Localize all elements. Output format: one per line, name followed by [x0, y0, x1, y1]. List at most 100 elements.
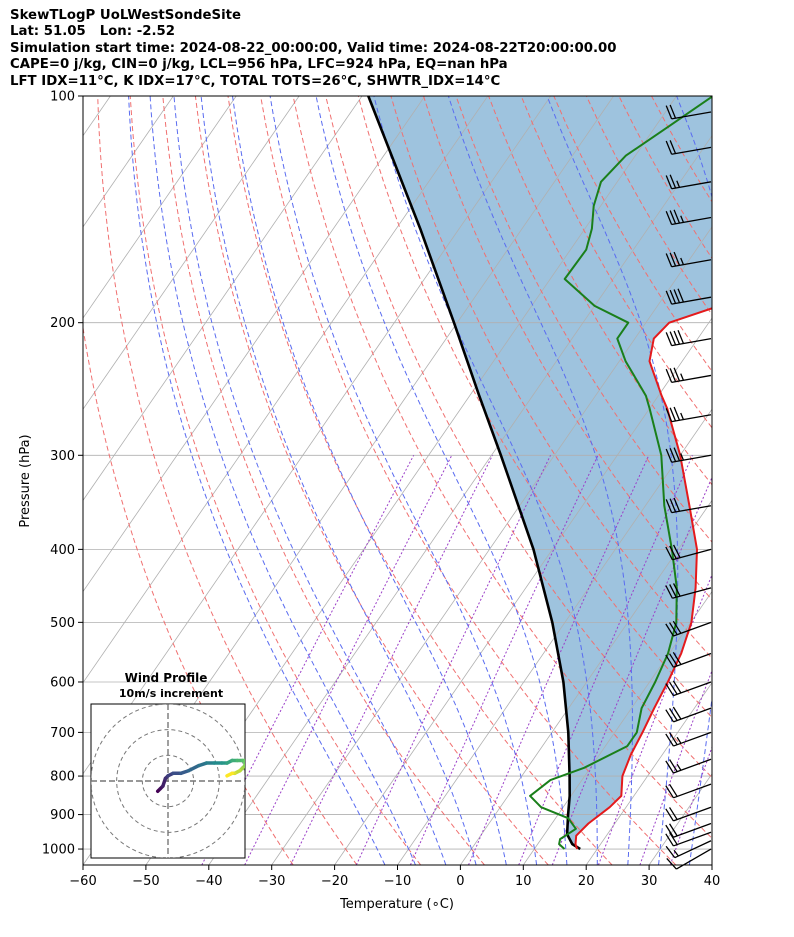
wind-barb-flag — [669, 622, 678, 636]
dry-adiabat — [488, 96, 712, 486]
wind-barb-flag — [669, 252, 677, 267]
moist-adiabat — [447, 96, 633, 865]
wind-barb-staff — [671, 454, 712, 463]
x-tick-label: 30 — [641, 874, 658, 889]
wind-barb-flag — [677, 329, 685, 344]
wind-barb — [665, 447, 712, 463]
wind-barb-flag — [665, 845, 676, 859]
wind-barb-flag — [669, 732, 678, 746]
wind-barb-flag — [665, 175, 673, 189]
wind-barb-flag — [666, 857, 677, 870]
dry-adiabat — [162, 96, 485, 865]
mixing-ratio-line — [468, 455, 650, 865]
x-tick-label: −60 — [69, 874, 96, 889]
wind-barb — [665, 680, 712, 697]
isotherm-line — [83, 96, 363, 502]
wind-barb-flag — [672, 620, 682, 634]
wind-barb-flag — [669, 545, 677, 559]
dry-adiabat — [194, 96, 549, 865]
wind-barb-flag — [669, 783, 678, 797]
x-tick-label: 20 — [578, 874, 595, 889]
isotherm-line — [271, 226, 712, 865]
wind-barb-staff — [671, 338, 712, 347]
wind-barb-flag — [665, 332, 673, 346]
wind-barb — [665, 620, 712, 637]
wind-barb-flag — [665, 733, 674, 747]
y-tick-label: 800 — [50, 770, 75, 785]
dry-adiabat — [227, 96, 613, 865]
wind-barb — [665, 706, 712, 723]
wind-barb-flag — [665, 448, 673, 463]
x-tick-label: −50 — [132, 874, 159, 889]
wind-barb — [666, 848, 712, 870]
wind-barb-flag — [672, 651, 682, 665]
wind-barb-flag — [669, 498, 677, 513]
moist-adiabat — [173, 96, 447, 865]
dry-adiabat — [325, 96, 712, 779]
wind-barb-flag — [669, 104, 677, 119]
wind-barb-staff — [673, 707, 712, 723]
wind-barb-staff — [671, 181, 712, 190]
wind-barb-half-flag — [676, 180, 681, 188]
wind-barb-flag — [672, 680, 682, 694]
wind-barb-flag — [665, 785, 674, 799]
hodograph-title: Wind Profile — [125, 671, 208, 685]
wind-barb-flag — [665, 585, 673, 599]
wind-barb-flag — [669, 707, 678, 721]
wind-barb-flag — [669, 140, 677, 154]
wind-barb — [665, 651, 712, 668]
y-tick-label: 600 — [50, 675, 75, 690]
wind-barb-flag — [672, 544, 681, 558]
wind-barb — [665, 497, 712, 514]
dry-adiabat — [97, 96, 358, 865]
isotherm-line — [208, 135, 712, 865]
location-line: Lat: 51.05 Lon: -2.52 — [10, 24, 176, 40]
wind-barb-flag — [673, 447, 681, 462]
wind-barb-staff — [673, 731, 712, 747]
wind-barb-flag — [669, 331, 677, 346]
wind-barb-flag — [673, 251, 681, 266]
wind-barb-flag — [665, 546, 673, 561]
parcel-profile-line — [367, 96, 581, 851]
x-tick-label: 40 — [704, 874, 721, 889]
moist-adiabat — [149, 96, 416, 865]
wind-barb-staff — [672, 548, 712, 561]
wind-barb-flag — [669, 823, 678, 837]
wind-barb-flag — [665, 833, 674, 847]
wind-barb-flag — [669, 368, 677, 382]
y-tick-label: 700 — [50, 726, 75, 741]
wind-barb-flag — [673, 209, 681, 224]
wind-barb-staff — [671, 414, 712, 423]
wind-barb-half-flag — [680, 373, 685, 381]
wind-barb-staff — [671, 111, 712, 120]
mixing-ratio-line — [201, 455, 415, 865]
wind-barb-flag — [673, 367, 681, 382]
dry-adiabat — [455, 96, 712, 543]
wind-barb-half-flag — [680, 215, 685, 223]
wind-barb — [665, 288, 712, 305]
hodograph-plot — [91, 704, 245, 858]
wind-barb-half-flag — [676, 736, 682, 744]
x-tick-label: 0 — [456, 874, 464, 889]
dry-adiabat — [83, 324, 294, 865]
wind-barb-flag — [669, 653, 678, 667]
isotherm-line — [83, 96, 237, 319]
wind-barb-flag — [665, 253, 673, 267]
wind-barb-staff — [673, 806, 712, 822]
wind-barb-flag — [673, 406, 681, 421]
wind-barb-flag — [669, 407, 677, 422]
y-tick-label: 300 — [50, 449, 75, 464]
wind-barb-half-flag — [673, 849, 679, 857]
indices-line: LFT IDX=11°C, K IDX=17°C, TOTAL TOTS=26°… — [10, 73, 501, 89]
parcel-area-shading — [368, 96, 712, 849]
time-line: Simulation start time: 2024-08-22_00:00:… — [10, 40, 617, 56]
wind-barb-flag — [669, 681, 678, 695]
wind-barb-staff — [671, 216, 712, 226]
isotherm-line — [460, 499, 712, 865]
isotherm-line — [83, 96, 300, 410]
wind-barb-flag — [669, 807, 678, 820]
hodograph-segment — [186, 763, 201, 773]
isotherm-line — [585, 681, 712, 865]
moist-adiabat — [373, 96, 598, 865]
